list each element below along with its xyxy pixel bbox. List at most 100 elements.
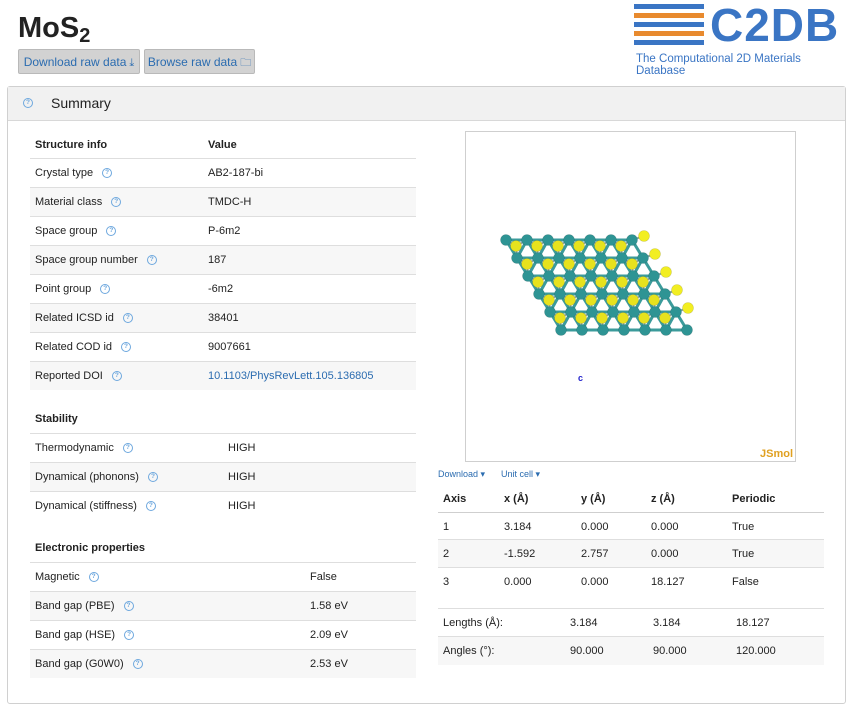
sulfur-atom [626,258,638,270]
molybdenum-atom [522,270,534,282]
sulfur-atom [573,240,585,252]
sulfur-atom [682,302,694,314]
sulfur-atom [543,294,555,306]
sulfur-atom [649,248,661,260]
sulfur-atom [648,294,660,306]
table-row: Thermodynamic? HIGH [30,433,416,462]
sulfur-atom [575,312,587,324]
table-row: Space group number? 187 [30,245,416,274]
sulfur-atom [584,258,596,270]
logo[interactable]: C2DB [710,0,840,51]
help-icon[interactable]: ? [23,98,33,108]
molybdenum-atom [565,306,577,318]
molybdenum-atom [626,234,638,246]
table-row: Related COD id? 9007661 [30,332,416,361]
browse-raw-data-button[interactable]: Browse raw data 🗀 [144,49,255,74]
sulfur-atom [627,294,639,306]
structure-viewer[interactable]: c [465,131,796,462]
help-icon[interactable]: ? [121,342,132,353]
molybdenum-atom [648,270,660,282]
sulfur-atom [553,276,565,288]
molybdenum-atom [544,306,556,318]
doi-link[interactable]: 10.1103/PhysRevLett.105.136805 [208,370,374,382]
download-menu[interactable]: Download ▾ [438,469,486,479]
help-icon[interactable]: ? [122,443,133,454]
molybdenum-atom [638,288,650,300]
table-row: Dynamical (phonons)? HIGH [30,462,416,491]
molybdenum-atom [597,324,609,336]
table-row: Point group? -6m2 [30,274,416,303]
molecule-render[interactable]: c [466,132,795,461]
sulfur-atom [554,312,566,324]
table-header: Structure info Value [35,139,237,151]
help-icon[interactable]: ? [132,659,143,670]
molybdenum-atom [555,324,567,336]
sulfur-atom [532,276,544,288]
molybdenum-atom [564,270,576,282]
molybdenum-atom [670,306,682,318]
download-raw-data-button[interactable]: Download raw data ⤓ [18,49,140,74]
table-row: 3 0.000 0.000 18.127 False [438,567,824,596]
molybdenum-atom [628,306,640,318]
sulfur-atom [671,284,683,296]
sulfur-atom [595,276,607,288]
help-icon[interactable]: ? [111,197,122,208]
sulfur-atom [638,230,650,242]
jsmol-brand[interactable]: JSmol [760,448,794,460]
molybdenum-atom [511,252,523,264]
help-icon[interactable]: ? [111,371,122,382]
molybdenum-atom [637,252,649,264]
axis-label: c [578,373,583,383]
molybdenum-atom [584,234,596,246]
molybdenum-atom [585,270,597,282]
sulfur-atom [521,258,533,270]
molybdenum-atom [618,324,630,336]
molybdenum-atom [595,252,607,264]
molybdenum-atom [586,306,598,318]
molybdenum-atom [627,270,639,282]
help-icon[interactable]: ? [102,168,113,179]
table-row: Magnetic? False [30,562,416,591]
molybdenum-atom [660,324,672,336]
sulfur-atom [596,312,608,324]
help-icon[interactable]: ? [106,226,117,237]
sulfur-atom [542,258,554,270]
sulfur-atom [564,294,576,306]
sulfur-atom [574,276,586,288]
molybdenum-atom [596,288,608,300]
help-icon[interactable]: ? [147,472,158,483]
help-icon[interactable]: ? [123,601,134,612]
molybdenum-atom [574,252,586,264]
molybdenum-atom [500,234,512,246]
molybdenum-atom [681,324,693,336]
molybdenum-atom [533,288,545,300]
section-title: Stability [35,413,78,425]
unit-cell-menu[interactable]: Unit cell ▾ [501,469,541,479]
folder-icon: 🗀 [240,57,252,69]
sulfur-atom [585,294,597,306]
help-icon[interactable]: ? [124,630,135,641]
table-row: Space group? P-6m2 [30,216,416,245]
table-header: Axis x (Å) y (Å) z (Å) Periodic [443,493,776,505]
sulfur-atom [660,266,672,278]
summary-header[interactable]: ? Summary [8,87,845,121]
sulfur-atom [659,312,671,324]
molybdenum-atom [553,252,565,264]
table-row: Crystal type? AB2-187-bi [30,158,416,187]
molybdenum-atom [605,234,617,246]
molybdenum-atom [606,270,618,282]
help-icon[interactable]: ? [100,284,111,295]
summary-title: Summary [51,95,111,111]
table-row: Related ICSD id? 38401 [30,303,416,332]
molybdenum-atom [532,252,544,264]
table-row: 1 3.184 0.000 0.000 True [438,512,824,541]
table-row: Reported DOI? 10.1103/PhysRevLett.105.13… [30,361,416,390]
help-icon[interactable]: ? [122,313,133,324]
help-icon[interactable]: ? [146,255,157,266]
help-icon[interactable]: ? [88,572,99,583]
help-icon[interactable]: ? [145,501,156,512]
sulfur-atom [563,258,575,270]
sulfur-atom [637,276,649,288]
molybdenum-atom [576,324,588,336]
sulfur-atom [617,312,629,324]
